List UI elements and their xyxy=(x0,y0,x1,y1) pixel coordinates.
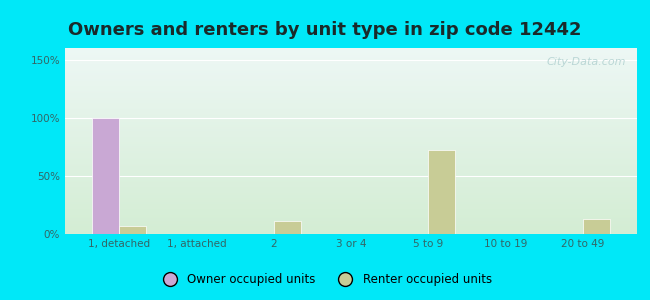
Bar xyxy=(92,118,119,234)
Bar xyxy=(428,150,456,234)
Legend: Owner occupied units, Renter occupied units: Owner occupied units, Renter occupied un… xyxy=(153,269,497,291)
Text: Owners and renters by unit type in zip code 12442: Owners and renters by unit type in zip c… xyxy=(68,21,582,39)
Bar xyxy=(274,221,301,234)
Bar xyxy=(583,219,610,234)
Text: City-Data.com: City-Data.com xyxy=(546,57,625,67)
Bar xyxy=(119,226,146,234)
